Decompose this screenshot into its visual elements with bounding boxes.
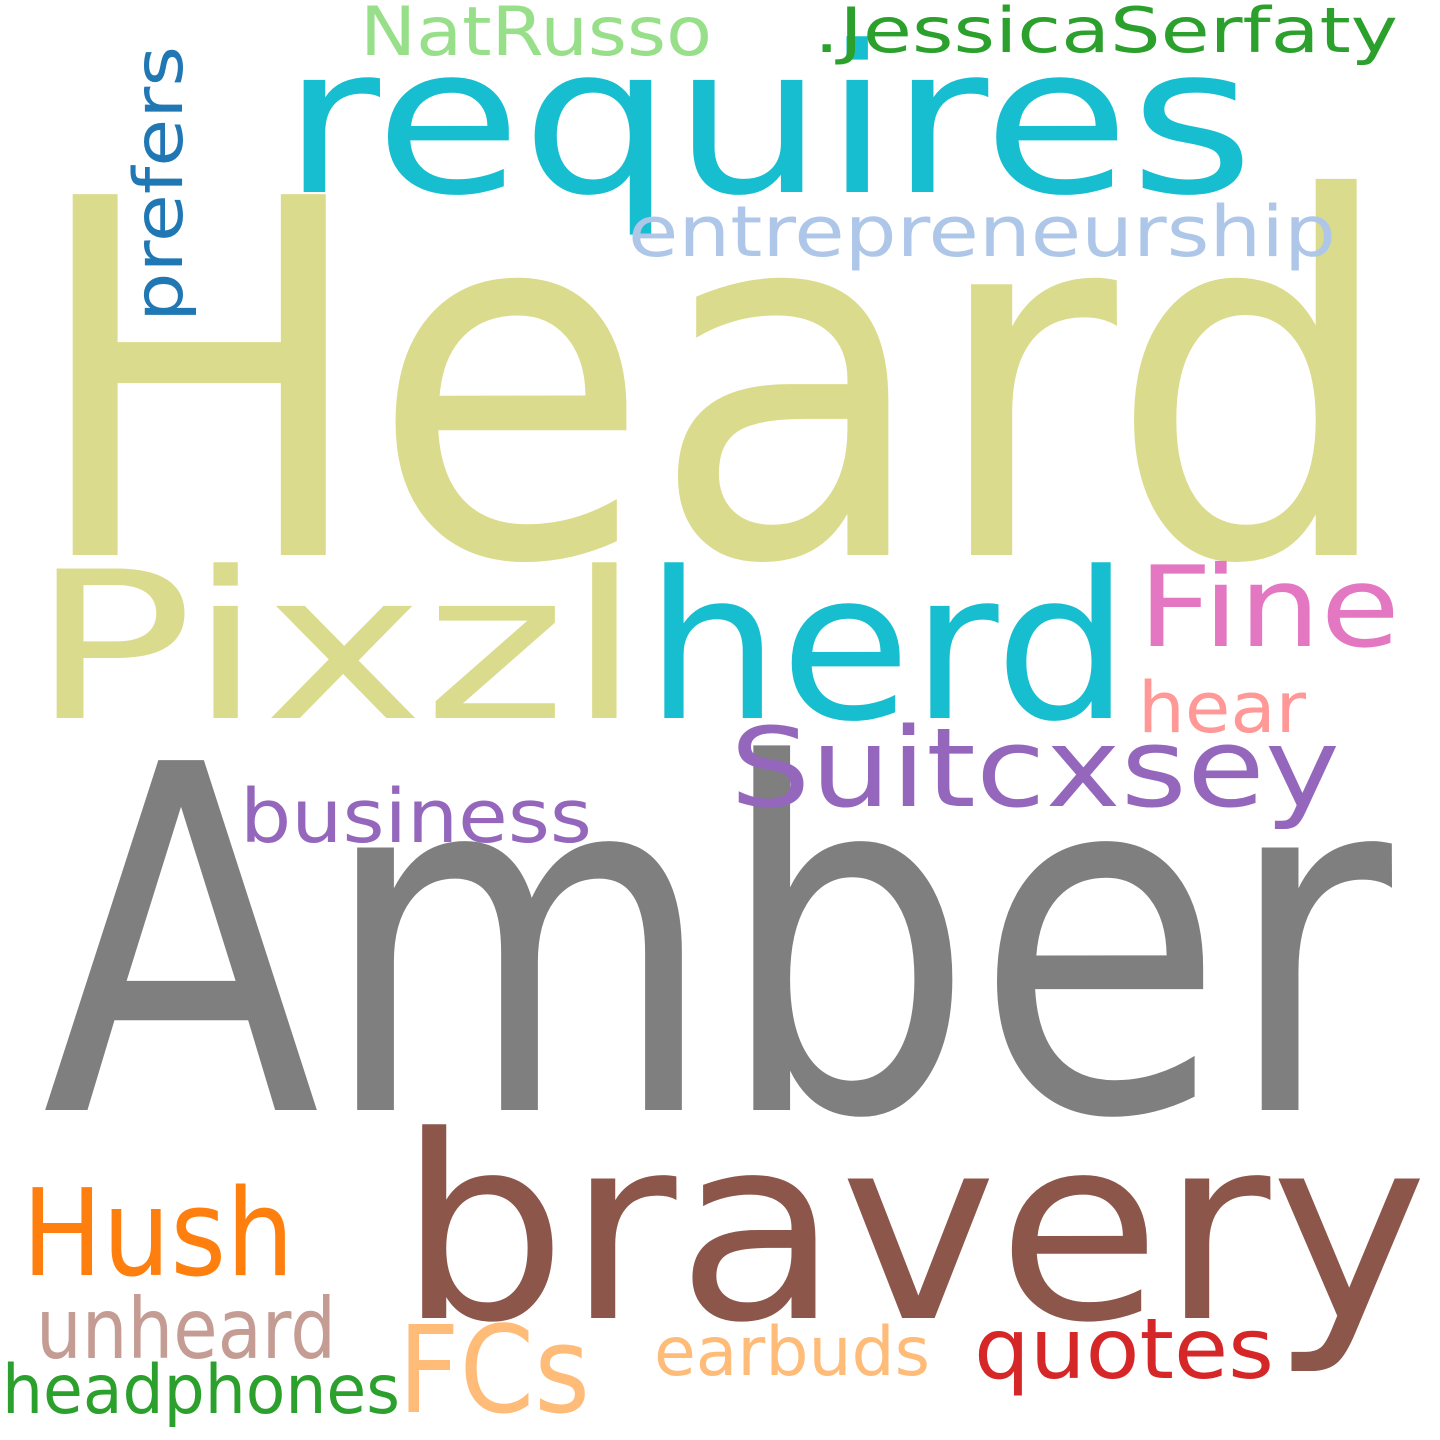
word-fcs: FCs [398,1302,590,1440]
word-herd: herd [645,529,1130,767]
word-bravery: bravery [398,1082,1428,1379]
word-heard: Heard [28,96,1398,672]
word-unheard: unheard [36,1280,336,1378]
word-hush: Hush [22,1165,294,1304]
word-quotes: quotes [974,1300,1274,1398]
word-prefers: prefers [120,46,199,322]
word-earbuds: earbuds [654,1313,930,1392]
word-business: business [240,774,592,860]
word-requires: requires [282,3,1254,241]
word-natrusso: NatRusso [360,0,712,72]
word-entrepreneurship: entrepreneurship [628,191,1336,273]
word-pixzl: Pixzl [30,529,642,767]
word-hear: hear [1138,667,1306,749]
word-suitcxsey: Suitcxsey [730,704,1340,832]
word-jessica-serfaty: .JessicaSerfaty [814,0,1398,67]
word-amber: Amber [42,665,1396,1224]
word-fine: Fine [1138,543,1400,673]
word-headphones: headphones [2,1351,400,1430]
